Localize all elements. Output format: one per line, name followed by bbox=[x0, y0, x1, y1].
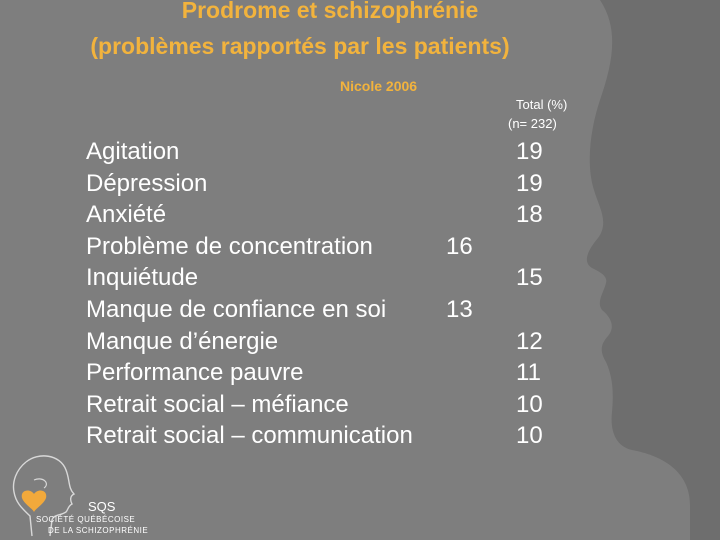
item-label: Problème de concentration bbox=[86, 232, 373, 260]
item-label: Retrait social – communication bbox=[86, 422, 413, 450]
item-value: 15 bbox=[516, 264, 543, 292]
item-label: Manque d’énergie bbox=[86, 327, 279, 355]
item-value: 12 bbox=[516, 327, 543, 355]
list-item: Agitation bbox=[86, 136, 413, 168]
head-profile-back bbox=[12, 461, 33, 537]
list-item: Inquiétude bbox=[86, 262, 413, 294]
swirl-icon bbox=[33, 478, 47, 489]
item-value: 18 bbox=[516, 201, 543, 229]
slide-title-line1: Prodrome et schizophrénie bbox=[181, 0, 479, 23]
item-label: Inquiétude bbox=[86, 264, 199, 292]
logo-name-line2: DE LA SCHIZOPHRÉNIE bbox=[48, 526, 149, 535]
head-profile-outline bbox=[25, 455, 76, 537]
list-item: Retrait social – communication bbox=[86, 420, 413, 452]
item-label: Agitation bbox=[86, 138, 180, 165]
item-value: 19 bbox=[516, 169, 543, 197]
item-label: Performance pauvre bbox=[86, 359, 304, 387]
list-item: Dépression bbox=[86, 168, 413, 200]
list-item: Performance pauvre bbox=[86, 357, 413, 389]
logo-abbreviation: SQS bbox=[88, 499, 116, 514]
item-value: 11 bbox=[516, 359, 541, 387]
item-label: Anxiété bbox=[86, 201, 167, 229]
empty-cell bbox=[516, 294, 543, 326]
column-header-sample-size: (n= 232) bbox=[508, 116, 557, 131]
item-label: Dépression bbox=[86, 169, 208, 197]
item-value: 10 bbox=[516, 390, 543, 418]
empty-cell bbox=[516, 231, 543, 263]
citation-author: Nicole 2006 bbox=[340, 78, 418, 94]
list-item: Retrait social – méfiance bbox=[86, 389, 413, 421]
sqs-logo bbox=[12, 455, 76, 537]
slide-title-line2: (problèmes rapportés par les patients) bbox=[90, 33, 510, 59]
list-item: Anxiété bbox=[86, 199, 413, 231]
item-value: 10 bbox=[516, 422, 543, 450]
item-value: 13 bbox=[446, 295, 473, 323]
logo-name-line1: SOCIÉTÉ QUÉBÉCOISE bbox=[36, 515, 136, 524]
heart-icon bbox=[21, 490, 47, 512]
list-item: Manque d’énergie bbox=[86, 326, 413, 358]
value-column: 19 19 18 15 12 11 10 10 bbox=[516, 136, 543, 452]
list-item: Problème de concentration 16 bbox=[86, 231, 473, 263]
column-header: Total (%) bbox=[516, 97, 568, 112]
item-label: Retrait social – méfiance bbox=[86, 390, 349, 418]
item-label: Manque de confiance en soi bbox=[86, 295, 387, 323]
problem-list: Agitation Dépression Anxiété Problème de… bbox=[86, 136, 473, 452]
list-item: Manque de confiance en soi 13 bbox=[86, 294, 473, 326]
item-value: 16 bbox=[446, 232, 473, 260]
item-value: 19 bbox=[516, 138, 543, 165]
